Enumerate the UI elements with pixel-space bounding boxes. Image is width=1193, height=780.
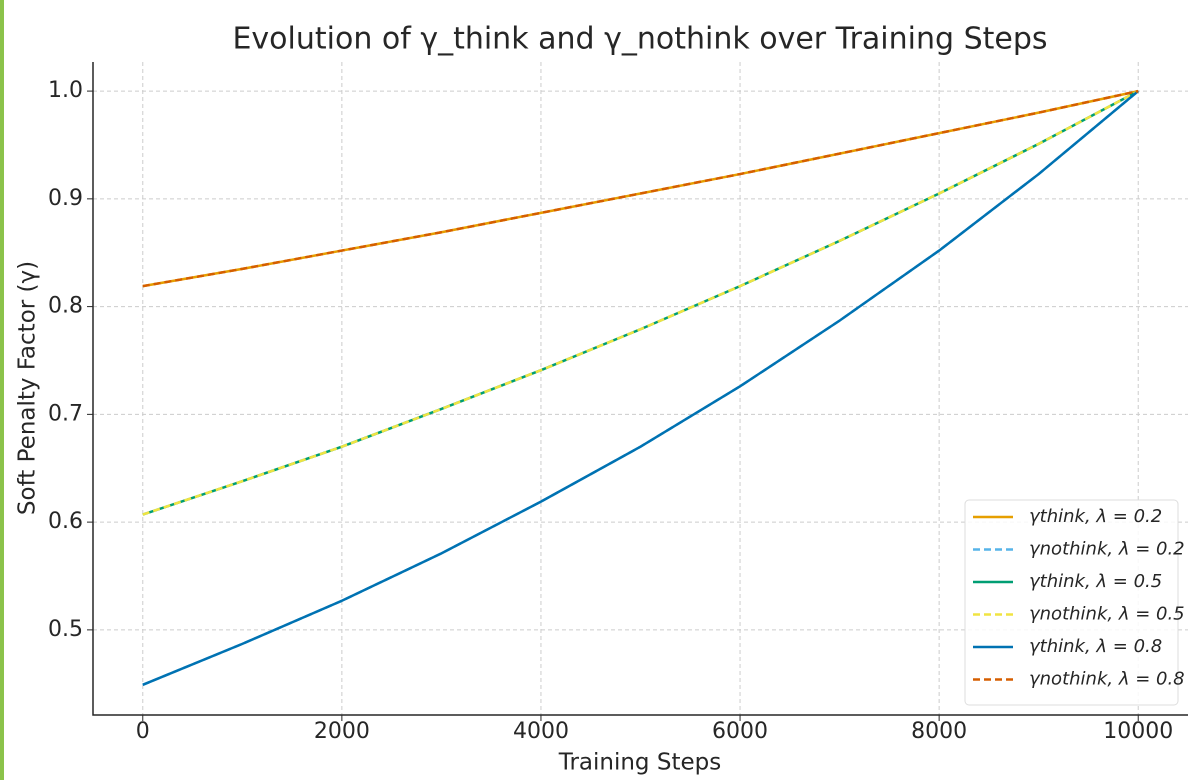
x-axis-label: Training Steps xyxy=(558,750,721,776)
left-stripe xyxy=(0,0,4,780)
y-tick-label: 0.6 xyxy=(48,509,83,534)
x-tick-label: 4000 xyxy=(513,719,569,744)
x-tick-label: 8000 xyxy=(911,719,967,744)
y-tick-label: 0.9 xyxy=(48,186,83,211)
y-axis-label: Soft Penalty Factor (γ) xyxy=(15,261,41,515)
x-tick-label: 10000 xyxy=(1103,719,1173,744)
legend-label: γnothink, λ = 0.5 xyxy=(1029,604,1185,625)
legend-label: γnothink, λ = 0.8 xyxy=(1029,669,1185,690)
y-tick-label: 0.8 xyxy=(48,294,83,319)
legend-label: γthink, λ = 0.8 xyxy=(1029,636,1162,657)
chart-title: Evolution of γ_think and γ_nothink over … xyxy=(232,22,1047,57)
series-line xyxy=(142,90,1140,686)
x-tick-label: 6000 xyxy=(712,719,768,744)
y-tick-label: 0.5 xyxy=(48,617,83,642)
x-tick-label: 0 xyxy=(136,719,150,744)
series-line xyxy=(142,89,1139,516)
legend-label: γnothink, λ = 0.2 xyxy=(1029,539,1185,560)
x-tick-label: 2000 xyxy=(314,719,370,744)
legend-box xyxy=(964,499,1179,706)
y-tick-label: 0.7 xyxy=(48,401,83,426)
series-line xyxy=(142,89,1139,288)
series-line xyxy=(142,89,1139,516)
axes xyxy=(92,62,1188,716)
legend-label: γthink, λ = 0.5 xyxy=(1029,571,1162,592)
series-line xyxy=(142,89,1139,288)
y-tick-label: 1.0 xyxy=(48,78,83,103)
legend-label: γthink, λ = 0.2 xyxy=(1029,506,1162,527)
